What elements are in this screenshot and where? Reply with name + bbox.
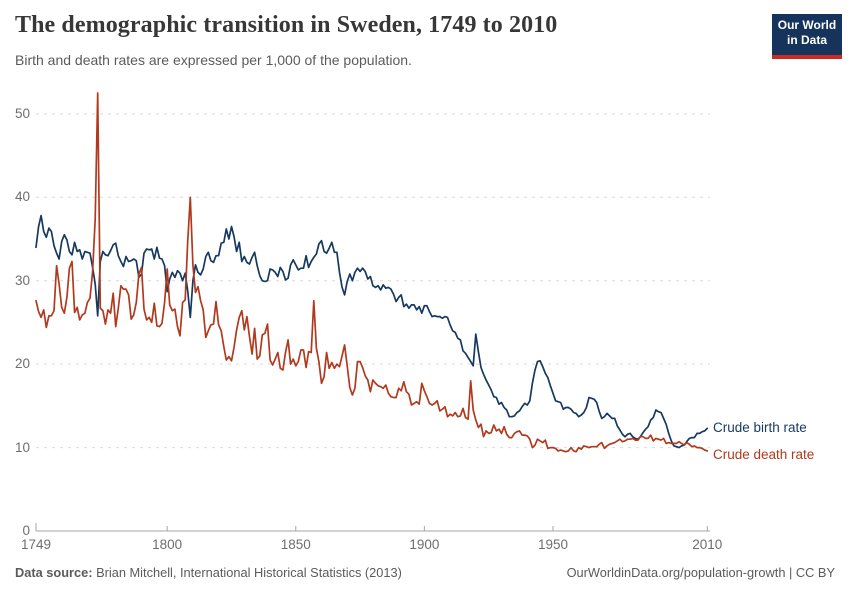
birth-rate-line[interactable] — [35, 214, 709, 449]
x-tick-label-1950: 1950 — [537, 537, 568, 552]
chart-subtitle: Birth and death rates are expressed per … — [15, 52, 412, 68]
page-title: The demographic transition in Sweden, 17… — [15, 12, 558, 38]
y-tick-label-30: 30 — [14, 272, 30, 288]
birth-rate-label[interactable]: Crude birth rate — [713, 420, 807, 436]
data-source-note: Data source: Brian Mitchell, Internation… — [15, 565, 402, 580]
owid-citation-link[interactable]: OurWorldinData.org/population-growth | C… — [566, 565, 835, 580]
x-tick-label-1850: 1850 — [280, 537, 311, 552]
x-tick-label-1900: 1900 — [409, 537, 440, 552]
y-tick-label-20: 20 — [14, 356, 30, 372]
death-rate-line[interactable] — [35, 92, 709, 453]
chart-footer: Data source: Brian Mitchell, Internation… — [15, 565, 835, 580]
owid-logo[interactable]: Our World in Data — [772, 14, 842, 59]
x-tick-label-1800: 1800 — [152, 537, 183, 552]
y-tick-label-50: 50 — [14, 105, 30, 121]
death-rate-label[interactable]: Crude death rate — [713, 446, 815, 462]
x-tick-label-2010: 2010 — [692, 537, 723, 552]
data-source-text: Brian Mitchell, International Historical… — [92, 565, 402, 580]
y-tick-label-0: 0 — [22, 523, 30, 538]
y-tick-label-10: 10 — [14, 439, 30, 455]
x-tick-label-1749: 1749 — [20, 537, 52, 552]
owid-logo-line2: in Data — [786, 33, 827, 47]
data-source-label: Data source: — [15, 565, 93, 580]
y-tick-label-40: 40 — [14, 189, 30, 205]
owid-logo-line1: Our World — [777, 18, 837, 32]
